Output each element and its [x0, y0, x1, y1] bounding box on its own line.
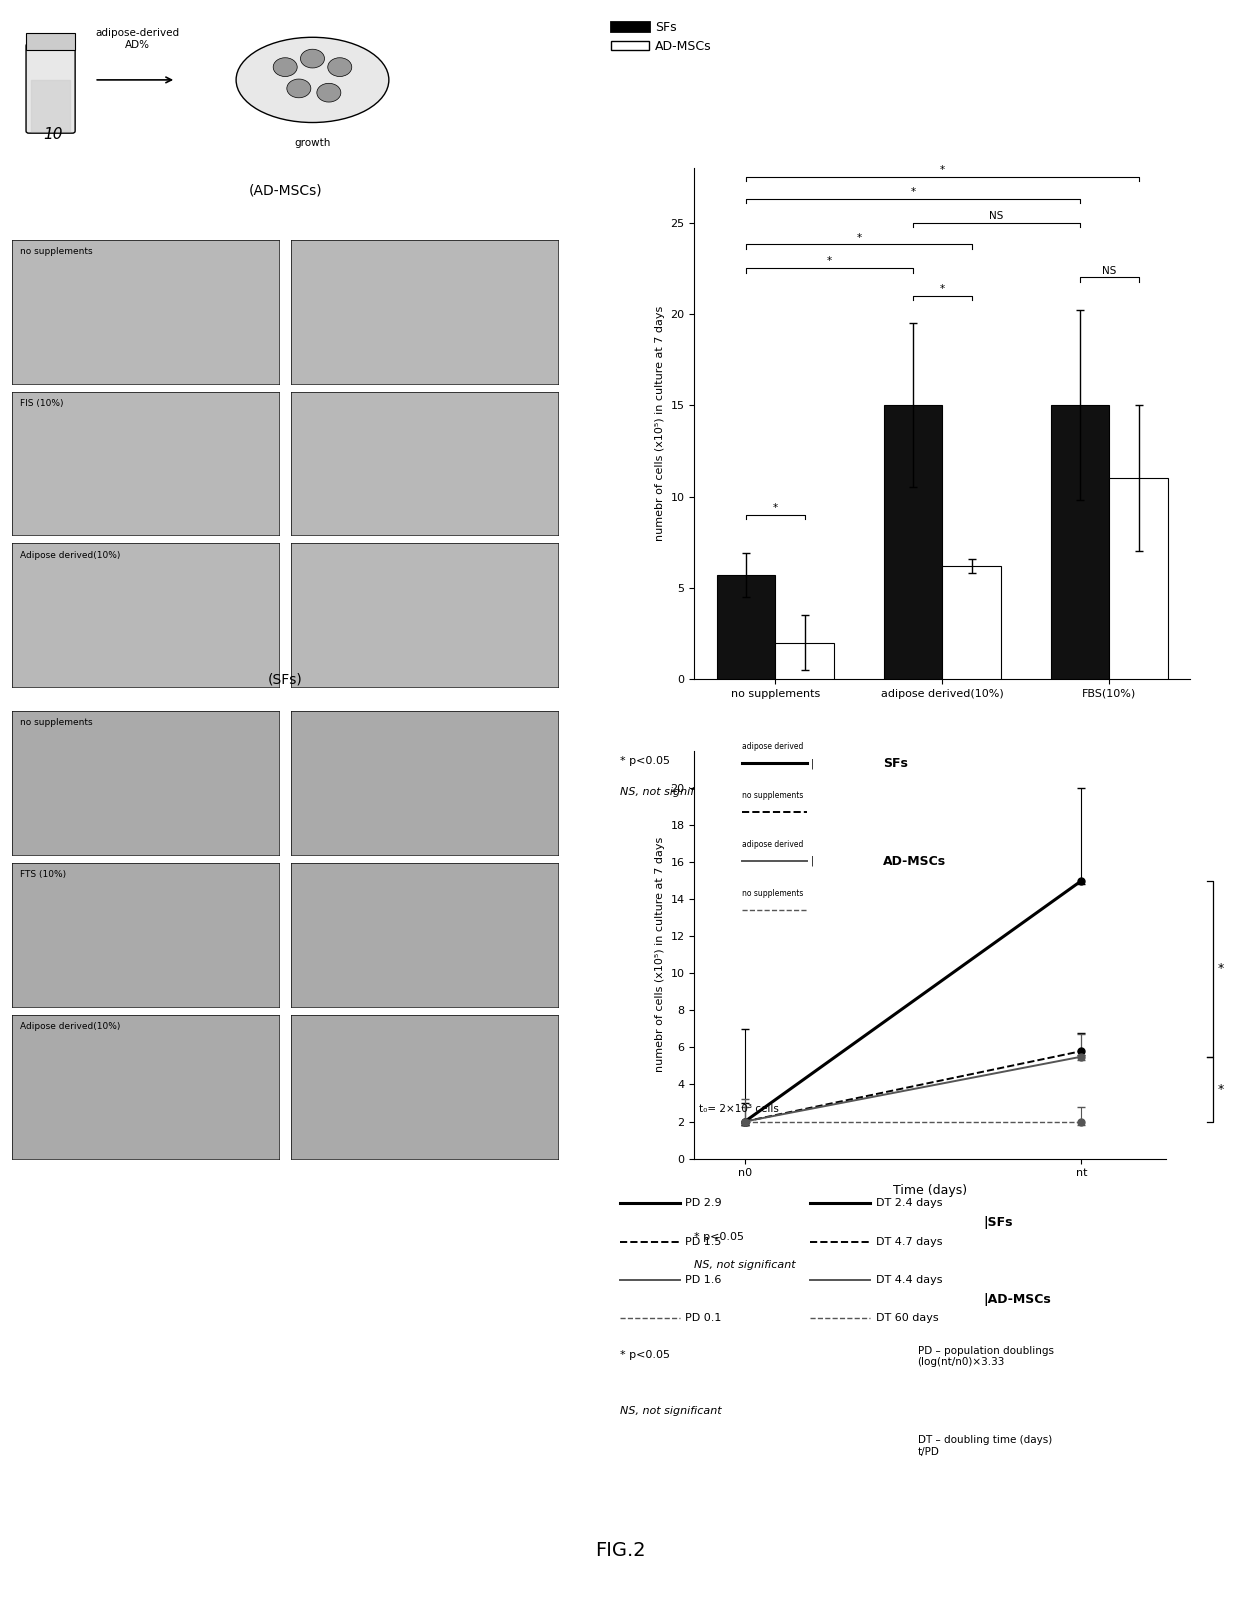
- Text: adipose derived: adipose derived: [742, 841, 802, 849]
- Text: FIG.2: FIG.2: [595, 1540, 645, 1560]
- Text: adipose-derived
AD%: adipose-derived AD%: [95, 29, 180, 50]
- FancyBboxPatch shape: [26, 43, 76, 133]
- Text: |SFs: |SFs: [983, 1216, 1013, 1229]
- Text: no supplements: no supplements: [20, 246, 93, 256]
- Text: *: *: [827, 256, 832, 267]
- Text: no supplements: no supplements: [20, 719, 93, 727]
- Bar: [775, 642, 833, 679]
- Bar: [717, 575, 775, 679]
- Bar: [1052, 406, 1110, 679]
- Text: DT – doubling time (days)
t/PD: DT – doubling time (days) t/PD: [918, 1435, 1052, 1457]
- Text: DT 4.7 days: DT 4.7 days: [875, 1237, 942, 1246]
- Text: growth: growth: [294, 137, 331, 149]
- Text: * p<0.05: * p<0.05: [620, 1350, 670, 1360]
- Bar: [884, 406, 942, 679]
- Text: no supplements: no supplements: [742, 888, 802, 898]
- Legend: SFs, AD-MSCs: SFs, AD-MSCs: [611, 21, 712, 53]
- Text: DT 60 days: DT 60 days: [875, 1314, 939, 1323]
- Bar: [26, 34, 76, 50]
- Text: *: *: [1218, 1082, 1224, 1096]
- Text: PD 1.5: PD 1.5: [686, 1237, 722, 1246]
- Text: (SFs): (SFs): [268, 673, 303, 686]
- Text: (AD-MSCs): (AD-MSCs): [248, 184, 322, 197]
- Text: SFs: SFs: [883, 757, 908, 770]
- Text: NS, not significant: NS, not significant: [620, 1406, 722, 1416]
- Text: *: *: [940, 284, 945, 294]
- Text: no supplements: no supplements: [742, 791, 802, 801]
- Text: |AD-MSCs: |AD-MSCs: [983, 1293, 1050, 1306]
- Text: *: *: [910, 187, 915, 197]
- Text: t₀= 2×10³ cells: t₀= 2×10³ cells: [699, 1104, 779, 1114]
- Text: *: *: [940, 165, 945, 176]
- Text: DT 4.4 days: DT 4.4 days: [875, 1275, 942, 1285]
- Text: PD – population doublings
(log(nt/n0)×3.33: PD – population doublings (log(nt/n0)×3.…: [918, 1346, 1054, 1368]
- Text: 10: 10: [43, 126, 63, 142]
- Circle shape: [300, 50, 325, 69]
- Text: *: *: [1218, 962, 1224, 975]
- Text: Adipose derived(10%): Adipose derived(10%): [20, 1023, 120, 1031]
- Text: DT 2.4 days: DT 2.4 days: [875, 1198, 942, 1208]
- Text: Adipose derived(10%): Adipose derived(10%): [20, 551, 120, 559]
- Bar: [942, 566, 1001, 679]
- Bar: [1110, 478, 1168, 679]
- Circle shape: [327, 58, 352, 77]
- Y-axis label: numebr of cells (x10⁵) in culture at 7 days: numebr of cells (x10⁵) in culture at 7 d…: [655, 837, 665, 1072]
- Text: PD 0.1: PD 0.1: [686, 1314, 722, 1323]
- Text: FTS (10%): FTS (10%): [20, 869, 67, 879]
- Text: PD 1.6: PD 1.6: [686, 1275, 722, 1285]
- Text: FIS (10%): FIS (10%): [20, 398, 64, 407]
- Circle shape: [273, 58, 298, 77]
- X-axis label: Time (days): Time (days): [893, 1184, 967, 1197]
- Text: NS: NS: [990, 211, 1004, 221]
- Text: * p<0.05: * p<0.05: [694, 1232, 744, 1242]
- Ellipse shape: [236, 37, 389, 123]
- Circle shape: [317, 83, 341, 102]
- Text: NS: NS: [1102, 265, 1116, 275]
- Text: PD 2.9: PD 2.9: [686, 1198, 722, 1208]
- Text: NS, not significant: NS, not significant: [694, 1261, 796, 1270]
- Text: adipose derived: adipose derived: [742, 741, 802, 751]
- Circle shape: [286, 78, 311, 97]
- Y-axis label: numebr of cells (x10⁵) in culture at 7 days: numebr of cells (x10⁵) in culture at 7 d…: [655, 305, 665, 542]
- Text: AD-MSCs: AD-MSCs: [883, 855, 946, 868]
- Text: *: *: [857, 233, 862, 243]
- Text: |: |: [811, 857, 813, 866]
- Text: *: *: [773, 503, 777, 513]
- Text: * p<0.05: * p<0.05: [620, 756, 670, 765]
- Text: |: |: [811, 757, 813, 769]
- Text: NS, not significant: NS, not significant: [620, 786, 722, 796]
